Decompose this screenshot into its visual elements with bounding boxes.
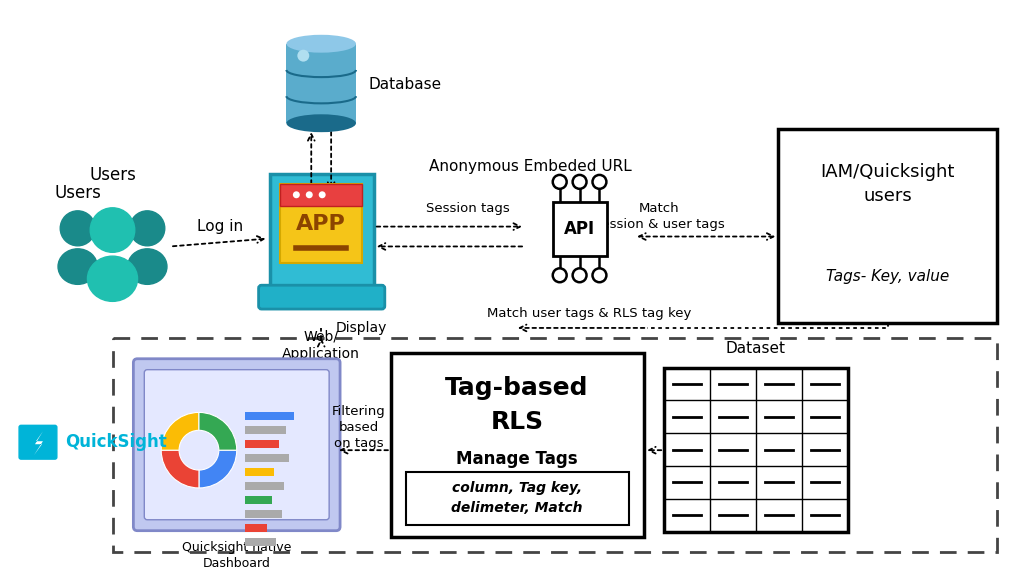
Ellipse shape <box>87 256 137 301</box>
Circle shape <box>593 175 606 189</box>
Text: APP: APP <box>296 213 346 234</box>
Bar <box>553 202 607 256</box>
Text: Tags- Key, value: Tags- Key, value <box>826 269 949 284</box>
Wedge shape <box>161 413 199 450</box>
Circle shape <box>293 192 300 198</box>
Text: Log in: Log in <box>197 219 243 234</box>
Bar <box>269 174 374 288</box>
FancyBboxPatch shape <box>19 425 57 459</box>
Text: Match
Session & user tags: Match Session & user tags <box>593 202 725 231</box>
Bar <box>406 472 630 524</box>
Text: IAM/Quicksight
users: IAM/Quicksight users <box>820 163 954 205</box>
Text: Database: Database <box>369 77 442 92</box>
Circle shape <box>297 50 309 62</box>
Text: Tag-based: Tag-based <box>445 376 589 400</box>
Bar <box>778 129 997 323</box>
FancyBboxPatch shape <box>259 285 385 309</box>
Bar <box>245 440 280 448</box>
Ellipse shape <box>287 35 356 53</box>
Circle shape <box>306 192 312 198</box>
Bar <box>391 353 644 537</box>
Text: Web/
Application: Web/ Application <box>283 330 360 361</box>
Text: Users: Users <box>89 166 136 184</box>
Text: API: API <box>564 220 595 238</box>
Circle shape <box>572 268 587 282</box>
Wedge shape <box>161 450 199 488</box>
Circle shape <box>553 175 566 189</box>
Bar <box>664 368 848 531</box>
Text: QuickSight: QuickSight <box>65 433 167 451</box>
Circle shape <box>318 192 326 198</box>
Bar <box>281 184 361 263</box>
Bar <box>245 413 294 421</box>
Bar <box>245 454 290 462</box>
Ellipse shape <box>58 249 97 284</box>
Circle shape <box>553 268 566 282</box>
FancyBboxPatch shape <box>133 359 340 531</box>
Text: Users: Users <box>54 184 101 202</box>
Text: Match user tags & RLS tag key: Match user tags & RLS tag key <box>487 306 691 320</box>
Text: Display: Display <box>336 321 387 335</box>
Bar <box>287 44 356 123</box>
Text: Manage Tags: Manage Tags <box>456 450 578 468</box>
Circle shape <box>60 211 95 246</box>
Bar <box>281 184 361 206</box>
Polygon shape <box>34 431 43 455</box>
Text: Dataset: Dataset <box>725 341 785 356</box>
Text: Filtering
based
on tags: Filtering based on tags <box>332 405 386 450</box>
Bar <box>245 510 283 518</box>
Bar <box>245 524 266 531</box>
Text: column, Tag key,
delimeter, Match: column, Tag key, delimeter, Match <box>452 481 583 515</box>
Bar <box>113 338 997 552</box>
Circle shape <box>130 211 165 246</box>
Circle shape <box>593 268 606 282</box>
Text: Quicksight native
Dashboard: Quicksight native Dashboard <box>182 541 292 569</box>
Bar <box>245 496 272 504</box>
FancyBboxPatch shape <box>144 370 329 520</box>
Bar <box>245 468 274 476</box>
Wedge shape <box>199 413 237 450</box>
Ellipse shape <box>128 249 167 284</box>
Text: RLS: RLS <box>490 410 544 434</box>
Ellipse shape <box>287 114 356 132</box>
Text: Anonymous Embeded URL: Anonymous Embeded URL <box>428 159 631 174</box>
Circle shape <box>572 175 587 189</box>
Wedge shape <box>199 450 237 488</box>
Circle shape <box>90 208 135 252</box>
Bar <box>245 538 276 546</box>
Text: Session tags: Session tags <box>426 202 510 215</box>
Bar <box>245 426 287 434</box>
Bar <box>245 482 285 490</box>
